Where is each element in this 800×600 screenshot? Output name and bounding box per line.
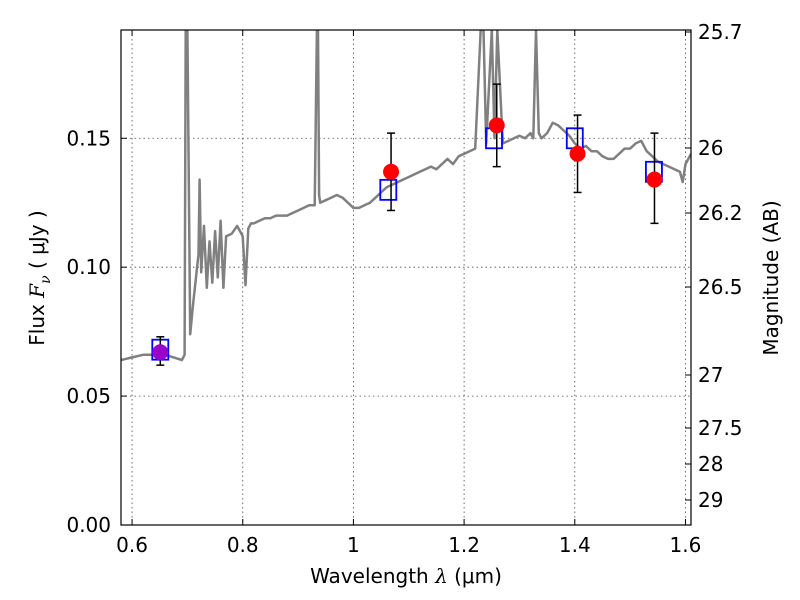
y2-tick-label: 29: [698, 488, 723, 512]
x-tick-label: 0.6: [116, 533, 148, 557]
x-axis-label: Wavelength λ (μm): [310, 564, 502, 588]
observed-flux-point: [646, 171, 663, 188]
y-tick-label: 0.00: [66, 513, 111, 537]
y2-tick-label: 27.5: [698, 416, 743, 440]
x-tick-label: 1: [347, 533, 360, 557]
y2-tick-label: 27: [698, 363, 723, 387]
y-axis-label: Flux Fν ( μJy ): [25, 210, 54, 345]
model-flux-square: [379, 178, 398, 201]
x-tick-label: 1.4: [559, 533, 591, 557]
y-tick-label: 0.05: [66, 384, 111, 408]
x-tick-label: 0.8: [227, 533, 259, 557]
y2-axis-label: Magnitude (AB): [759, 200, 783, 355]
observed-flux-point: [383, 163, 400, 180]
model-spectrum-line: [121, 30, 691, 362]
observed-flux-point: [152, 344, 169, 361]
data-markers: [151, 83, 663, 366]
x-tick-label: 1.2: [448, 533, 480, 557]
y-tick-label: 0.15: [66, 126, 111, 150]
y2-tick-label: 28: [698, 452, 723, 476]
y2-tick-label: 26.5: [698, 275, 743, 299]
plot-area: [121, 30, 691, 362]
observed-flux-point: [569, 145, 586, 162]
y-tick-label: 0.10: [66, 255, 111, 279]
axis-ticks: 0.6 0.8 1 1.2 1.4 1.6 0.00 0.05 0.10 0.15 25.7 26 26…: [66, 20, 742, 557]
plot-frame: [120, 29, 692, 526]
y2-tick-label: 26: [698, 136, 723, 160]
x-tick-label: 1.6: [670, 533, 702, 557]
observed-flux-point: [488, 117, 505, 134]
y2-tick-label: 26.2: [698, 201, 743, 225]
y2-tick-label: 25.7: [698, 20, 743, 44]
